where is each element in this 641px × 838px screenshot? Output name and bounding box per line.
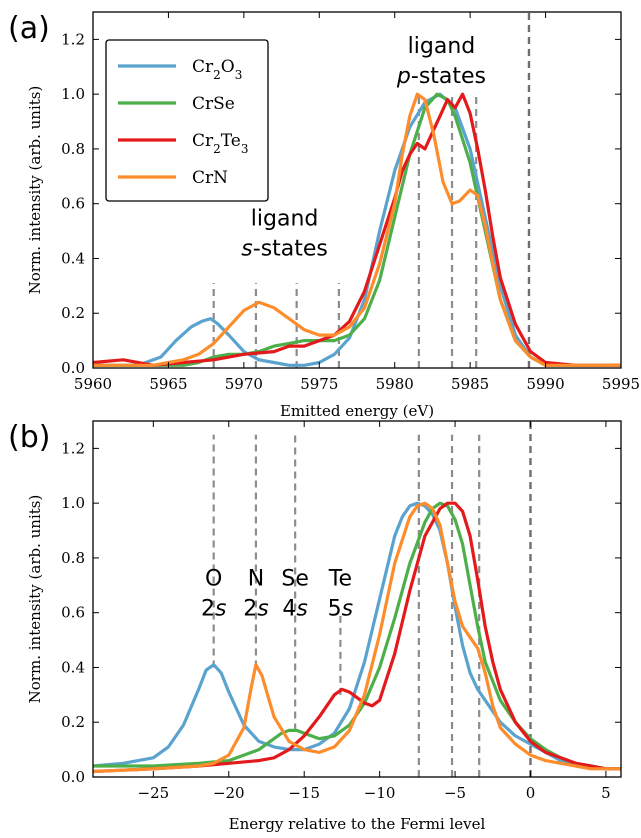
- panel-a: (a) 5960 5965 5970 5975 5980 5985 5990 5995 0.0 0.…: [8, 11, 640, 420]
- y-tick-label: 1.2: [61, 30, 85, 48]
- y-tick-label: 0.8: [61, 549, 85, 567]
- y-tick-label: 0.4: [61, 658, 85, 676]
- x-tick-label: 0: [526, 784, 536, 802]
- y-tick-label: 1.2: [61, 439, 85, 457]
- panel-label: (b): [8, 420, 50, 455]
- y-tick-label: 0.6: [61, 604, 85, 622]
- x-tick-label: 5995: [602, 375, 640, 393]
- y-tick-label: 1.0: [61, 494, 85, 512]
- annotation: N 2s: [243, 566, 268, 621]
- legend-label: Cr2O3: [192, 57, 242, 82]
- series-line-crse: [93, 501, 621, 771]
- y-tick-label: 1.0: [61, 85, 85, 103]
- x-tick-label: 5980: [376, 375, 414, 393]
- y-axis-label: Norm. intensity (arb. units): [26, 495, 44, 704]
- x-axis-label: Energy relative to the Fermi level: [229, 815, 486, 833]
- legend-label: CrN: [192, 168, 228, 188]
- legend-label: CrSe: [192, 94, 235, 114]
- plot-frame: [92, 11, 622, 369]
- legend: Cr2O3 CrSe Cr2Te3 CrN: [105, 39, 269, 202]
- y-tick-label: 0.6: [61, 195, 85, 213]
- series-line-crn: [93, 501, 621, 774]
- y-tick-label: 0.2: [61, 713, 85, 731]
- series-line-cr2te3: [93, 501, 621, 774]
- x-tick-label: 5985: [451, 375, 489, 393]
- x-tick-label: −20: [213, 784, 245, 802]
- series-line-cr2o3: [93, 92, 621, 367]
- x-tick-label: −15: [288, 784, 320, 802]
- x-tick-label: 5990: [526, 375, 564, 393]
- legend-box: [105, 39, 269, 202]
- x-tick-label: −10: [364, 784, 396, 802]
- annotation: ligand s-states: [241, 207, 328, 262]
- y-tick-label: 0.4: [61, 249, 85, 267]
- panel-label: (a): [8, 11, 50, 46]
- annotation: Te 5s: [328, 566, 353, 621]
- series-line-cr2te3: [93, 92, 621, 367]
- y-tick-label: 0.2: [61, 304, 85, 322]
- plot-frame: [92, 420, 622, 778]
- x-tick-label: 5970: [225, 375, 263, 393]
- annotation: Se 4s: [281, 566, 309, 621]
- y-tick-label: 0.0: [61, 768, 85, 786]
- y-axis-label: Norm. intensity (arb. units): [26, 86, 44, 295]
- x-tick-label: 5975: [300, 375, 338, 393]
- annotation: ligand p-states: [396, 34, 486, 89]
- series-line-crn: [93, 92, 621, 367]
- x-tick-label: −5: [444, 784, 466, 802]
- y-tick-label: 0.8: [61, 140, 85, 158]
- x-tick-label: 5: [601, 784, 611, 802]
- legend-label: Cr2Te3: [192, 131, 249, 156]
- reference-lines: [212, 421, 532, 777]
- x-tick-label: −25: [138, 784, 170, 802]
- series-line-cr2o3: [93, 501, 621, 771]
- y-tick-label: 0.0: [61, 359, 85, 377]
- x-tick-label: 5965: [149, 375, 187, 393]
- x-axis-label: Emitted energy (eV): [280, 402, 434, 420]
- annotation: O 2s: [201, 566, 226, 621]
- panel-b: (b) −25 −20 −15 −10 −5 0 5 0.0 0.2 0.4 0.6 0.8 1.0 1.2…: [8, 420, 622, 833]
- x-tick-label: 5960: [74, 375, 112, 393]
